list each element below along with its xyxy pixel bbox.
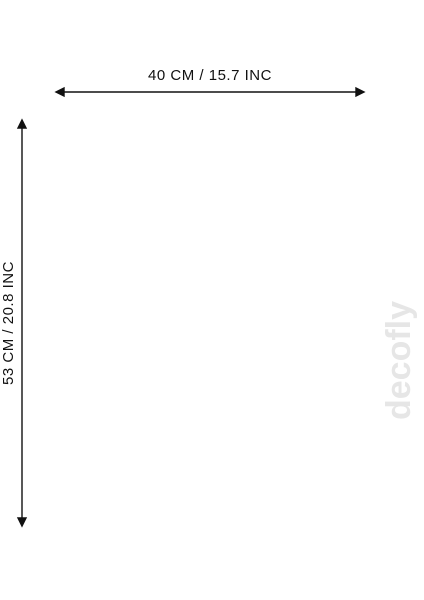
width-label: 40 CM / 15.7 INC: [148, 67, 272, 84]
height-label: 53 CM / 20.8 INC: [0, 261, 17, 385]
height-arrow: [16, 118, 28, 528]
watermark: decofly: [380, 301, 418, 420]
width-arrow: [54, 86, 366, 98]
rug: [44, 116, 370, 554]
